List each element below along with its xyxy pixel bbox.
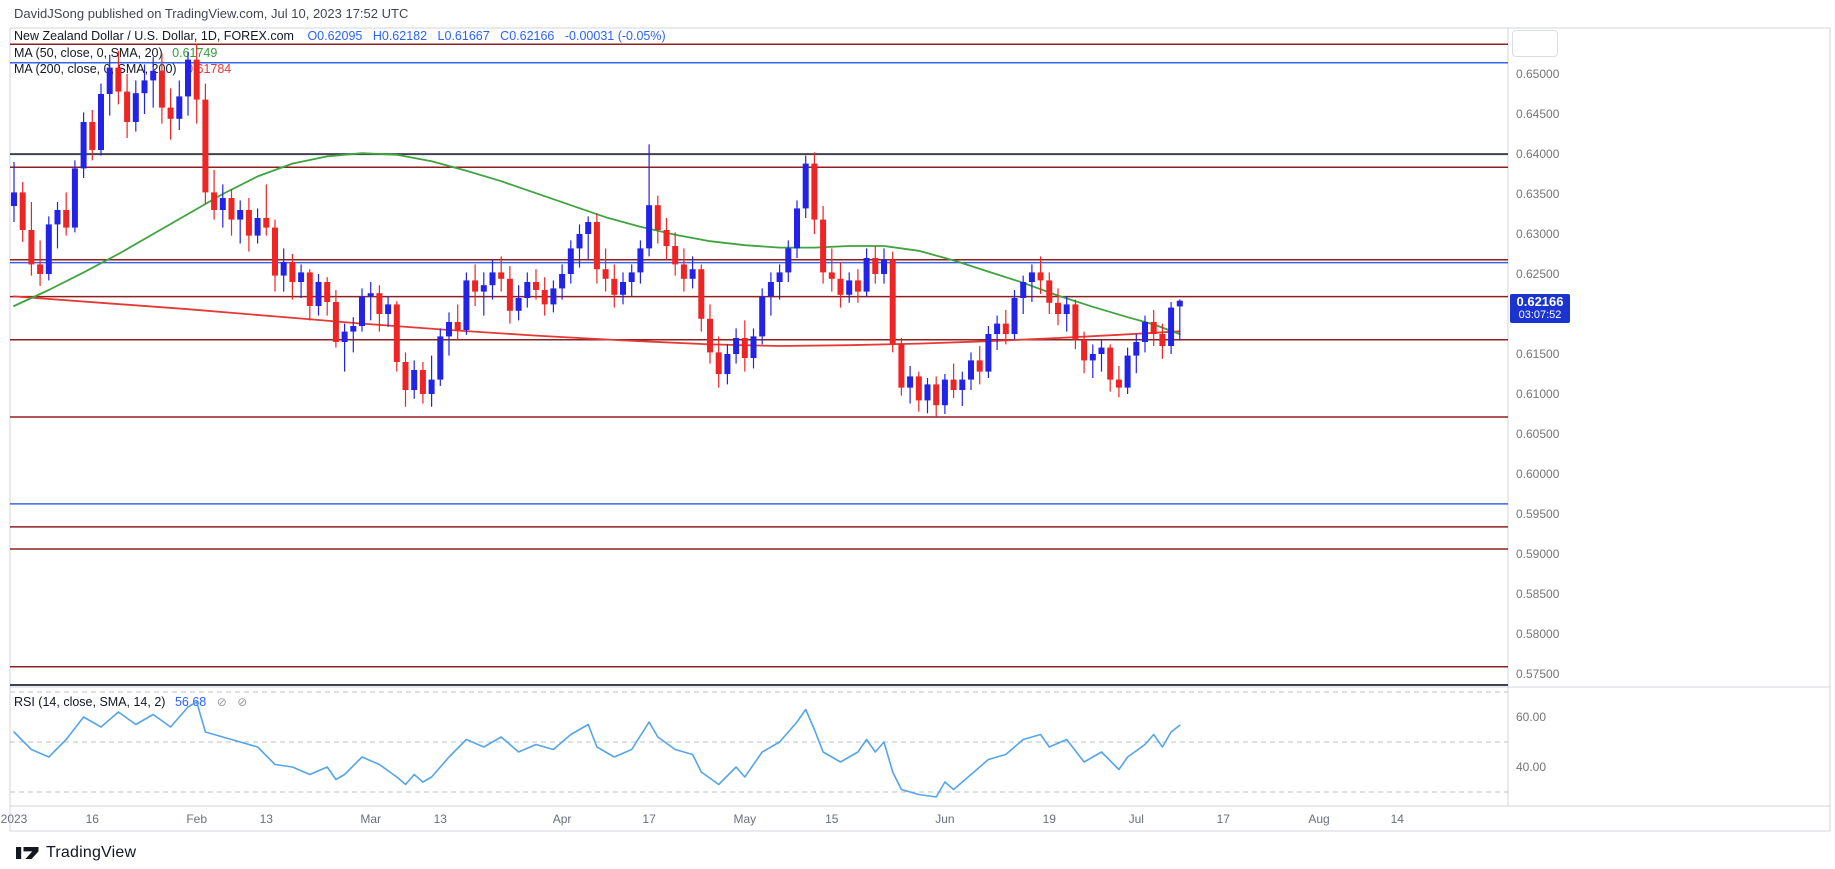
price-axis-label: 0.63000 [1516,227,1560,241]
time-axis-label: 13 [433,812,447,826]
low-value: L0.61667 [437,29,490,43]
price-axis-label: 0.64500 [1516,107,1560,121]
ma200-label: MA (200, close, 0, SMA, 200) [14,62,177,76]
published-byline: DavidJSong published on TradingView.com,… [14,6,409,21]
axis-blank-box [1512,30,1558,57]
time-axis-label: Aug [1308,812,1330,826]
price-axis-label: 0.61500 [1516,347,1560,361]
time-axis-label: 16 [85,812,99,826]
time-axis-label: 13 [259,812,273,826]
ma50-legend[interactable]: MA (50, close, 0, SMA, 20) 0.61749 [14,46,217,60]
rsi-settings-icon[interactable]: ⊘ [237,695,248,709]
close-value: C0.62166 [500,29,555,43]
tradingview-brand[interactable]: TradingView [16,844,136,862]
time-axis-label: May [733,812,757,826]
time-axis-label: 17 [1216,812,1230,826]
price-axis-label: 0.62500 [1516,267,1560,281]
rsi-axis-label: 40.00 [1516,760,1547,774]
rsi-axis-label: 60.00 [1516,710,1547,724]
price-axis-label: 0.63500 [1516,187,1560,201]
open-value: O0.62095 [307,29,363,43]
price-axis-label: 0.57500 [1516,667,1560,681]
tradingview-logo-icon [16,847,39,859]
time-axis-label: Mar [360,812,382,826]
time-axis-label: Apr [552,812,572,826]
symbol-title: New Zealand Dollar / U.S. Dollar, 1D, FO… [14,29,294,43]
high-value: H0.62182 [372,29,428,43]
time-axis-label: 15 [825,812,839,826]
time-axis-label: Jun [935,812,955,826]
time-axis-label: Feb [186,812,208,826]
time-axis-label: 17 [642,812,656,826]
rsi-label: RSI (14, close, SMA, 14, 2) [14,695,166,709]
price-axis-label: 0.59000 [1516,547,1560,561]
price-axis-label: 0.61000 [1516,387,1560,401]
price-axis-label: 0.65000 [1516,67,1560,81]
price-axis-label: 0.64000 [1516,147,1560,161]
last-price-badge: 0.62166 03:07:52 [1510,294,1570,323]
price-axis-label: 0.60500 [1516,427,1560,441]
bar-countdown: 03:07:52 [1518,309,1562,321]
price-axis-label: 0.60000 [1516,467,1560,481]
change-value: -0.00031 (-0.05%) [564,29,666,43]
price-axis-label: 0.58000 [1516,627,1560,641]
last-price: 0.62166 [1516,294,1564,309]
rsi-hide-icon[interactable]: ⊘ [216,695,227,709]
price-axis-label: 0.59500 [1516,507,1560,521]
time-axis-label: 2023 [0,812,28,826]
price-axis-label: 0.58500 [1516,587,1560,601]
time-axis-label: Jul [1128,812,1144,826]
tradingview-logo-text: TradingView [46,844,137,861]
symbol-legend[interactable]: New Zealand Dollar / U.S. Dollar, 1D, FO… [14,29,673,43]
ma50-label: MA (50, close, 0, SMA, 20) [14,46,163,60]
time-axis-label: 19 [1042,812,1056,826]
ma50-value: 0.61749 [172,46,218,60]
time-axis-label: 14 [1390,812,1404,826]
